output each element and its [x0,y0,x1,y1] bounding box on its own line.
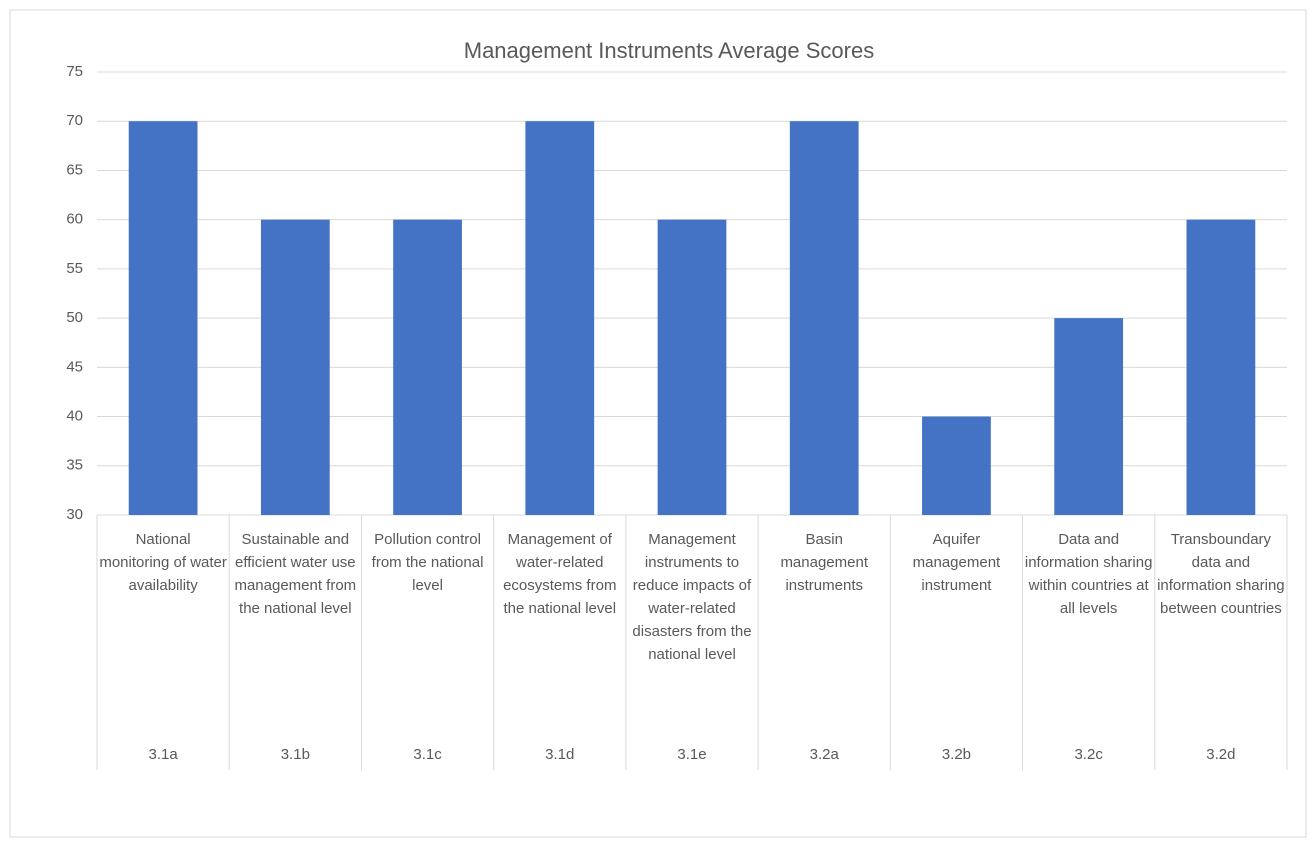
bar [922,416,991,515]
y-tick-label: 45 [66,358,83,375]
x-tick-label: Transboundary data and information shari… [1157,531,1285,617]
y-tick-label: 65 [66,161,83,178]
x-group-label: 3.1a [148,746,178,763]
x-group-label: 3.2d [1206,746,1236,763]
y-tick-label: 35 [66,457,83,474]
chart-title: Management Instruments Average Scores [464,38,874,63]
x-tick-label: Data and information sharing within coun… [1024,531,1153,617]
x-group-label: 3.2a [809,746,839,763]
x-group-label: 3.1d [545,746,575,763]
y-tick-label: 75 [66,63,83,80]
bar [128,121,198,515]
x-tick-label: Aquifer management instrument [912,531,1001,594]
y-tick-label: 55 [66,260,83,277]
x-group-label: 3.1e [677,746,707,763]
bar [657,219,727,515]
bar [393,219,462,515]
x-tick-label: Basin management instruments [780,531,868,594]
x-tick-label: Management of water-related ecosystems f… [503,531,617,617]
bar [789,121,859,515]
x-tick-label: Pollution control from the national leve… [371,531,484,594]
y-tick-label: 70 [66,112,83,129]
x-tick-label: Management instruments to reduce impacts… [632,531,752,663]
bar [260,219,330,515]
bar [1186,219,1256,515]
x-group-label: 3.2b [941,746,972,763]
x-group-label: 3.1c [413,746,442,763]
bar [1054,318,1124,515]
x-group-label: 3.2c [1074,746,1103,763]
x-tick-label: National monitoring of water availabilit… [99,531,227,594]
y-tick-label: 50 [66,309,83,326]
x-tick-label: Sustainable and efficient water use mana… [234,531,357,617]
y-tick-label: 30 [66,506,83,523]
x-group-label: 3.1b [280,746,310,763]
y-tick-label: 40 [66,408,83,425]
y-tick-label: 60 [66,211,83,228]
bar [525,121,595,515]
